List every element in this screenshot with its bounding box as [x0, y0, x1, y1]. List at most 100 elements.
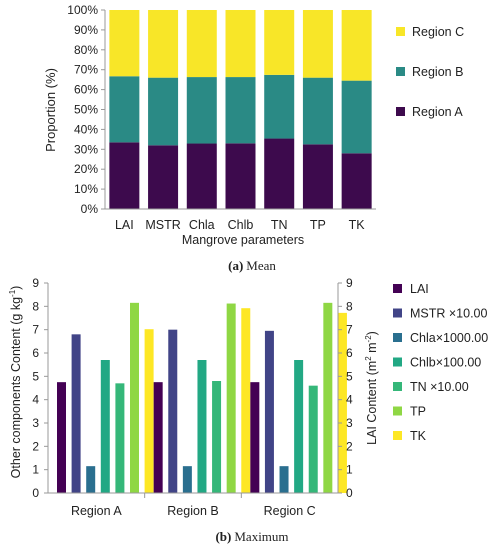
y-tick-label: 90% [74, 23, 98, 37]
bar-tk-region-a [144, 329, 154, 493]
bar-region-a-tn [264, 138, 295, 209]
bar-mstr-region-a [71, 334, 81, 493]
bar-region-b-tn [264, 74, 295, 139]
bar-region-c-tp [302, 10, 333, 78]
panel-b-y-ticks-left: 0 1 2 3 4 5 6 7 8 9 [32, 276, 48, 500]
y2-tick-label: 9 [346, 276, 353, 290]
bar-region-c-chla [186, 10, 217, 78]
panel-b-y2-label-mid: m [365, 342, 379, 356]
bar-chlb-region-c [294, 360, 304, 493]
legend-swatch [393, 382, 402, 391]
legend-label: Chlb×100.00 [410, 356, 481, 370]
mean-proportion-chart: 0% 10% 20% 30% 40% 50% 60% 70% 80% 90% 100% LAI MST… [43, 3, 464, 273]
y-tick-label: 30% [74, 142, 98, 156]
bar-lai-region-b [153, 382, 163, 493]
y-tick-label: 5 [32, 369, 39, 383]
panel-b-y-axis-label: Other components Content (g kg-1) [8, 286, 23, 479]
x-tick-label: Chla [189, 218, 215, 232]
panel-a-y-axis-label: Proportion (%) [43, 68, 58, 152]
panel-b-y2-label-end: ) [365, 331, 379, 335]
panel-b-x-ticks: Region A Region B Region C [71, 493, 316, 518]
x-tick-label: Chlb [228, 218, 254, 232]
y-tick-label: 3 [32, 416, 39, 430]
y-tick-label: 0% [81, 202, 99, 216]
legend-label: LAI [410, 282, 429, 296]
y-tick-label: 9 [32, 276, 39, 290]
bar-region-a-chla [186, 143, 217, 209]
y2-tick-label: 2 [346, 439, 353, 453]
bar-lai-region-c [250, 382, 260, 493]
bar-tk-region-b [241, 308, 251, 493]
panel-a-bars [109, 10, 372, 209]
y-tick-label: 8 [32, 299, 39, 313]
panel-b-y-axis-label-main: Other components Content (g kg [9, 297, 23, 478]
y-tick-label: 50% [74, 103, 98, 117]
panel-b-y2-label-main: LAI Content (m [365, 361, 379, 445]
legend-label: Region A [412, 105, 463, 119]
bar-region-b-tp [302, 77, 333, 145]
bar-region-c-mstr [148, 10, 179, 78]
panel-a-x-axis-label: Mangrove parameters [182, 233, 304, 247]
bar-region-c-lai [109, 10, 140, 77]
panel-b-caption: (b) Maximum [215, 529, 288, 544]
x-tick-label: TP [310, 218, 326, 232]
panel-b-y2-axis-label: LAI Content (m2 m-2) [364, 331, 379, 445]
bar-region-b-chlb [225, 77, 256, 144]
bar-region-c-tn [264, 10, 295, 75]
bar-region-c-chlb [225, 10, 256, 78]
x-tick-label: Region B [167, 504, 218, 518]
legend-swatch [393, 308, 402, 318]
bar-tn-region-b [212, 381, 222, 493]
x-tick-label: TK [349, 218, 366, 232]
legend-swatch [393, 357, 402, 367]
legend-label: TP [410, 405, 426, 419]
bar-chla-region-b [182, 466, 192, 493]
legend-swatch [396, 67, 405, 76]
bar-region-a-tk [341, 153, 372, 209]
legend-label: TK [410, 429, 427, 443]
bar-lai-region-a [57, 382, 66, 493]
y-tick-label: 70% [74, 63, 98, 77]
y2-tick-label: 7 [346, 323, 353, 337]
legend-swatch [393, 333, 402, 342]
y-tick-label: 10% [74, 182, 98, 196]
bar-region-b-mstr [148, 77, 179, 146]
y2-tick-label: 5 [346, 369, 353, 383]
panel-a-caption-text: Mean [246, 258, 276, 273]
bar-region-b-lai [109, 76, 140, 143]
bar-region-b-tk [341, 80, 372, 154]
bar-mstr-region-c [264, 330, 274, 493]
panel-b-y-ticks-right: 0 1 2 3 4 5 6 7 8 9 [338, 276, 353, 500]
bar-chla-region-c [279, 466, 289, 493]
bar-mstr-region-b [168, 329, 178, 493]
legend-label: Region B [412, 65, 463, 79]
legend-swatch [393, 431, 402, 440]
panel-a-caption-label: (a) [228, 258, 243, 273]
legend-swatch [396, 107, 405, 116]
y-tick-label: 6 [32, 346, 39, 360]
panel-b-y-axis-label-sup: -1 [8, 289, 17, 297]
x-tick-label: MSTR [145, 218, 180, 232]
x-tick-label: Region A [71, 504, 122, 518]
bar-tn-region-c [308, 385, 318, 493]
legend-swatch [393, 406, 402, 416]
x-tick-label: TN [271, 218, 288, 232]
bar-tp-region-b [226, 303, 236, 493]
panel-b-caption-text: Maximum [234, 529, 288, 544]
panel-b-y2-label-sup2: -2 [364, 335, 373, 343]
y-tick-label: 7 [32, 323, 39, 337]
bar-region-b-chla [186, 77, 217, 144]
bar-chlb-region-a [100, 360, 110, 493]
y2-tick-label: 6 [346, 346, 353, 360]
y-tick-label: 60% [74, 83, 98, 97]
y2-tick-label: 4 [346, 393, 353, 407]
bar-region-a-mstr [148, 145, 179, 209]
y-tick-label: 80% [74, 43, 98, 57]
bar-region-a-chlb [225, 143, 256, 209]
y2-tick-label: 3 [346, 416, 353, 430]
bar-chlb-region-b [197, 360, 207, 493]
legend-label: TN ×10.00 [410, 380, 469, 394]
legend-label: MSTR ×10.00 [410, 307, 488, 321]
